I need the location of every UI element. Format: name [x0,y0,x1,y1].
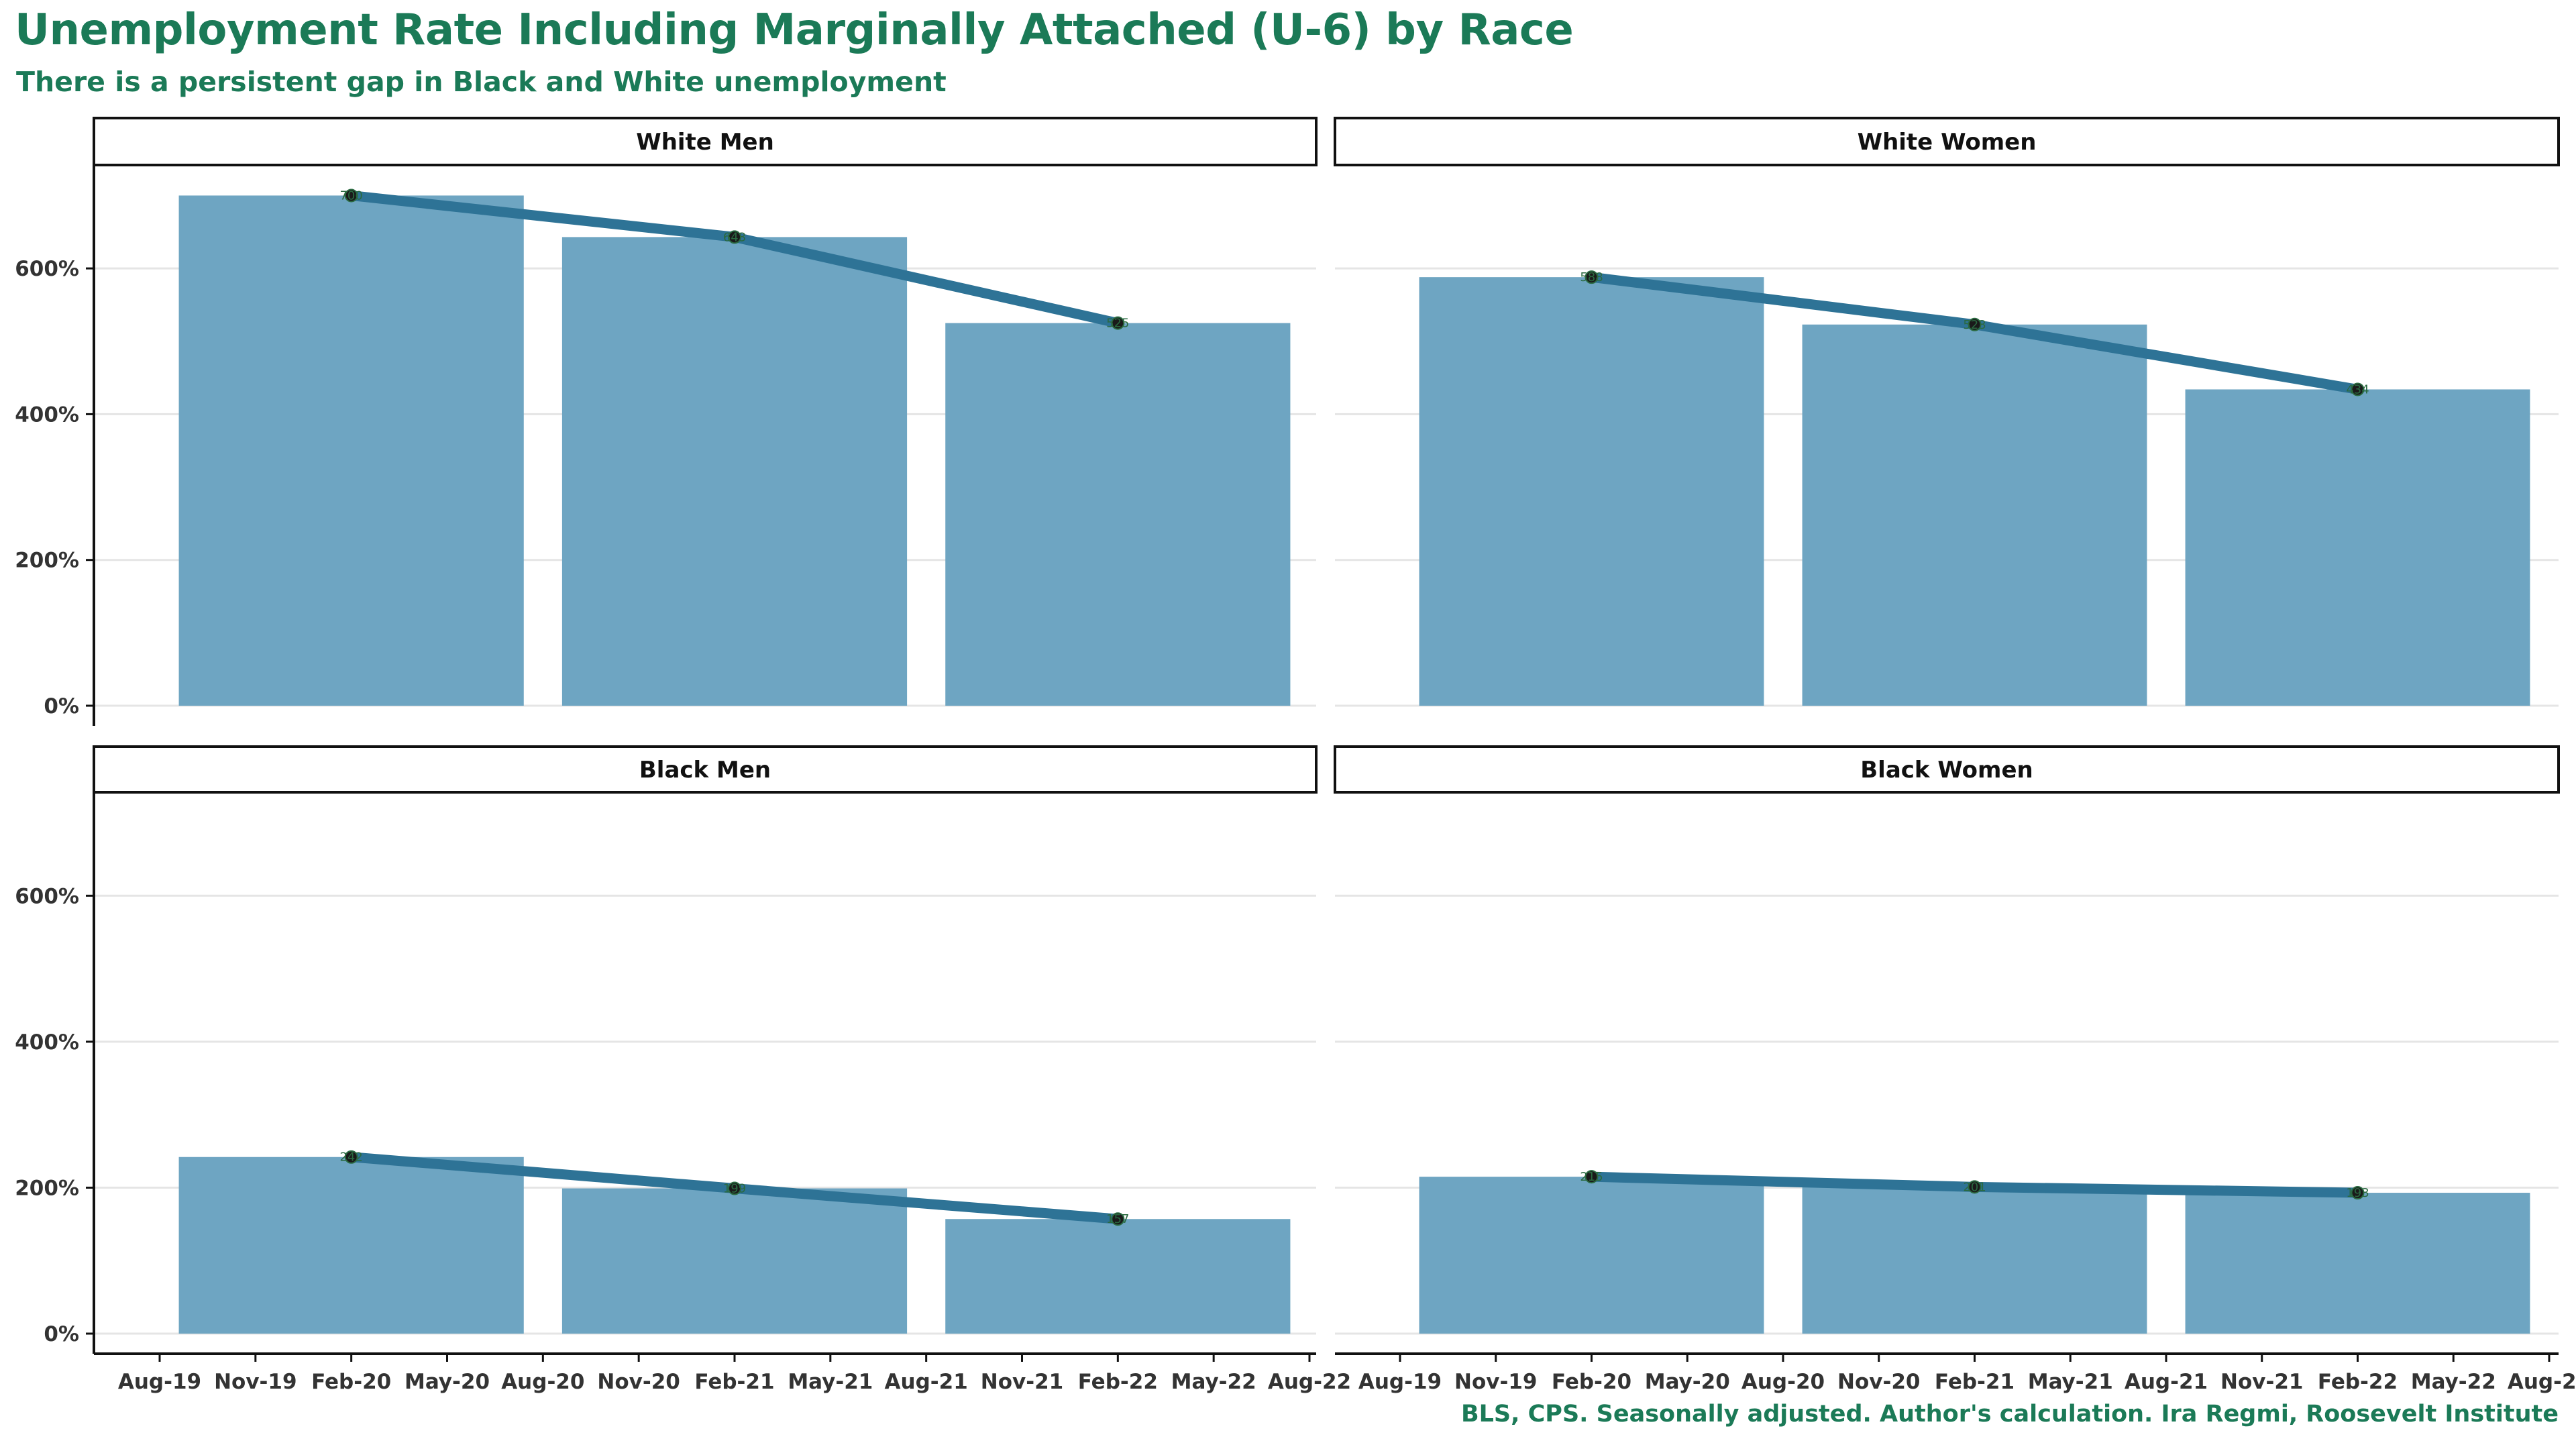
bar [1802,324,2147,706]
data-label: 199 [723,1182,746,1196]
x-tick-label: Aug-19 [118,1370,201,1394]
x-tick-label: Nov-20 [1837,1370,1920,1394]
x-tick-label: Feb-22 [1078,1370,1158,1394]
data-point [1585,270,1599,284]
bar [1419,1177,1764,1334]
y-tick-label: 0% [44,1322,79,1346]
x-tick-label: Nov-21 [981,1370,1063,1394]
x-tick-label: Aug-21 [2125,1370,2208,1394]
x-tick-label: Feb-21 [1935,1370,2015,1394]
x-tick-label: May-21 [788,1370,873,1394]
data-point [1968,317,1982,331]
data-point [2351,382,2365,396]
x-tick-label: Feb-20 [311,1370,391,1394]
facet-strip-label: Black Men [639,757,771,784]
data-point [1585,1170,1599,1184]
y-tick-label: 400% [15,402,79,427]
facet-strip-label: Black Women [1860,757,2033,784]
bar [945,1219,1291,1334]
bar [2185,1193,2530,1334]
x-tick-label: Aug-20 [1741,1370,1825,1394]
chart-title: Unemployment Rate Including Marginally A… [15,5,1574,55]
data-label: 700 [339,189,362,203]
data-point [1111,316,1125,330]
data-label: 523 [1963,318,1986,332]
data-label: 588 [1580,270,1603,284]
x-tick-label: Feb-22 [2318,1370,2398,1394]
x-tick-label: Feb-21 [694,1370,774,1394]
data-label: 215 [1580,1170,1603,1184]
data-label: 242 [339,1150,362,1165]
data-point [1968,1180,1982,1194]
x-tick-label: Nov-19 [214,1370,297,1394]
bar [1802,1187,2147,1334]
data-label: 157 [1106,1212,1129,1226]
x-tick-label: Nov-21 [2220,1370,2303,1394]
x-tick-label: May-20 [1645,1370,1730,1394]
x-tick-label: May-21 [2028,1370,2113,1394]
data-point [728,230,741,244]
x-tick-label: Aug-22 [1268,1370,1351,1394]
y-tick-label: 0% [44,694,79,718]
x-tick-label: Aug-19 [1358,1370,1442,1394]
facet-strip [1334,745,2560,794]
x-tick-label: Aug-20 [501,1370,584,1394]
facet-panel-black-women: Black Women 215 201 193 Aug-19 Nov-19 Feb-20 Ma… [1334,745,2576,1394]
facet-strip [93,117,1318,166]
data-label: 201 [1963,1180,1986,1194]
bar [945,323,1291,706]
chart-caption: BLS, CPS. Seasonally adjusted. Author's … [1460,1401,2559,1428]
x-tick-label: May-20 [405,1370,490,1394]
bar [178,1157,524,1334]
bar [178,195,524,706]
data-point [344,189,358,203]
facet-panel-white-women: White Women 588 523 434 [1334,117,2560,707]
x-tick-label: May-22 [1171,1370,1256,1394]
bar [2185,389,2530,706]
data-label: 525 [1106,317,1129,331]
chart-subtitle: There is a persistent gap in Black and W… [16,66,947,98]
y-tick-label: 600% [15,257,79,281]
data-point [2351,1186,2365,1200]
facet-strip-label: White Men [636,129,774,156]
facet-strip [93,745,1318,794]
y-tick-label: 600% [15,884,79,908]
x-tick-label: Aug-21 [885,1370,968,1394]
data-label: 643 [723,230,746,244]
bar [561,237,908,706]
data-point [728,1181,741,1195]
x-tick-label: Nov-20 [597,1370,680,1394]
facet-strip-label: White Women [1858,129,2037,156]
facet-strip [1334,117,2560,166]
x-tick-label: May-22 [2411,1370,2496,1394]
bar [561,1188,908,1334]
y-tick-label: 200% [15,549,79,573]
y-tick-label: 400% [15,1030,79,1055]
bar [1419,277,1764,706]
facet-panel-black-men: Black Men 242 199 157 0% 200% 400% 600% Aug-19 No… [15,745,1351,1394]
x-tick-label: Nov-19 [1454,1370,1537,1394]
data-label: 193 [2346,1186,2369,1200]
x-tick-label: Aug-22 [2508,1370,2576,1394]
data-label: 434 [2346,382,2369,396]
data-point [344,1150,358,1164]
data-point [1111,1212,1125,1226]
x-tick-label: Feb-20 [1552,1370,1631,1394]
y-tick-label: 200% [15,1176,79,1200]
facet-panel-white-men: White Men 700 643 525 0% 200% 400% 600% [15,117,1318,726]
